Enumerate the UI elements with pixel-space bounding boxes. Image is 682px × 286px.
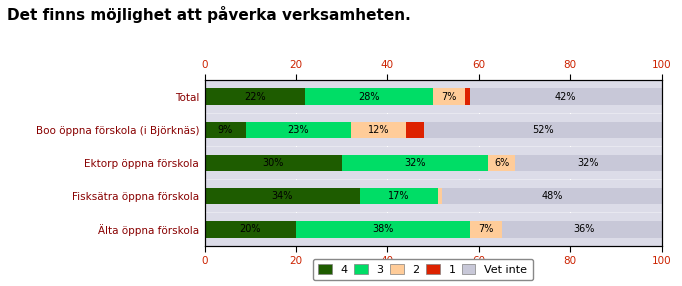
Text: 7%: 7% — [441, 92, 457, 102]
Text: 12%: 12% — [368, 125, 389, 135]
Bar — [438, 188, 442, 204]
Bar — [360, 188, 438, 204]
Text: 52%: 52% — [532, 125, 554, 135]
Bar — [205, 88, 305, 105]
Text: 9%: 9% — [218, 125, 233, 135]
Text: 36%: 36% — [573, 225, 595, 234]
Bar — [406, 122, 424, 138]
Legend: 4, 3, 2, 1, Vet inte: 4, 3, 2, 1, Vet inte — [313, 259, 533, 281]
Bar — [205, 180, 662, 212]
Bar — [488, 155, 516, 171]
Bar — [205, 122, 246, 138]
Bar — [296, 221, 470, 238]
Text: 28%: 28% — [358, 92, 380, 102]
Text: Det finns möjlighet att påverka verksamheten.: Det finns möjlighet att påverka verksamh… — [7, 6, 411, 23]
Bar — [442, 188, 662, 204]
Text: 17%: 17% — [388, 191, 410, 201]
Bar — [424, 122, 662, 138]
Text: 20%: 20% — [239, 225, 261, 234]
Text: 23%: 23% — [288, 125, 309, 135]
Bar — [205, 147, 662, 179]
Bar — [205, 155, 342, 171]
Bar — [205, 213, 662, 246]
Bar — [465, 88, 470, 105]
Bar — [205, 114, 662, 146]
Text: 6%: 6% — [494, 158, 509, 168]
Bar — [246, 122, 351, 138]
Bar — [470, 221, 501, 238]
Text: 38%: 38% — [372, 225, 394, 234]
Text: 32%: 32% — [404, 158, 426, 168]
Text: 48%: 48% — [542, 191, 563, 201]
Bar — [516, 155, 662, 171]
Bar — [205, 188, 360, 204]
Text: 34%: 34% — [271, 191, 293, 201]
Bar — [305, 88, 433, 105]
Text: 30%: 30% — [263, 158, 284, 168]
Bar — [433, 88, 465, 105]
Text: 22%: 22% — [244, 92, 266, 102]
Text: 32%: 32% — [578, 158, 599, 168]
Bar — [501, 221, 666, 238]
Bar — [351, 122, 406, 138]
Bar — [342, 155, 488, 171]
Bar — [205, 221, 296, 238]
Text: 7%: 7% — [478, 225, 493, 234]
Text: 42%: 42% — [555, 92, 576, 102]
Bar — [205, 80, 662, 113]
Bar — [470, 88, 662, 105]
